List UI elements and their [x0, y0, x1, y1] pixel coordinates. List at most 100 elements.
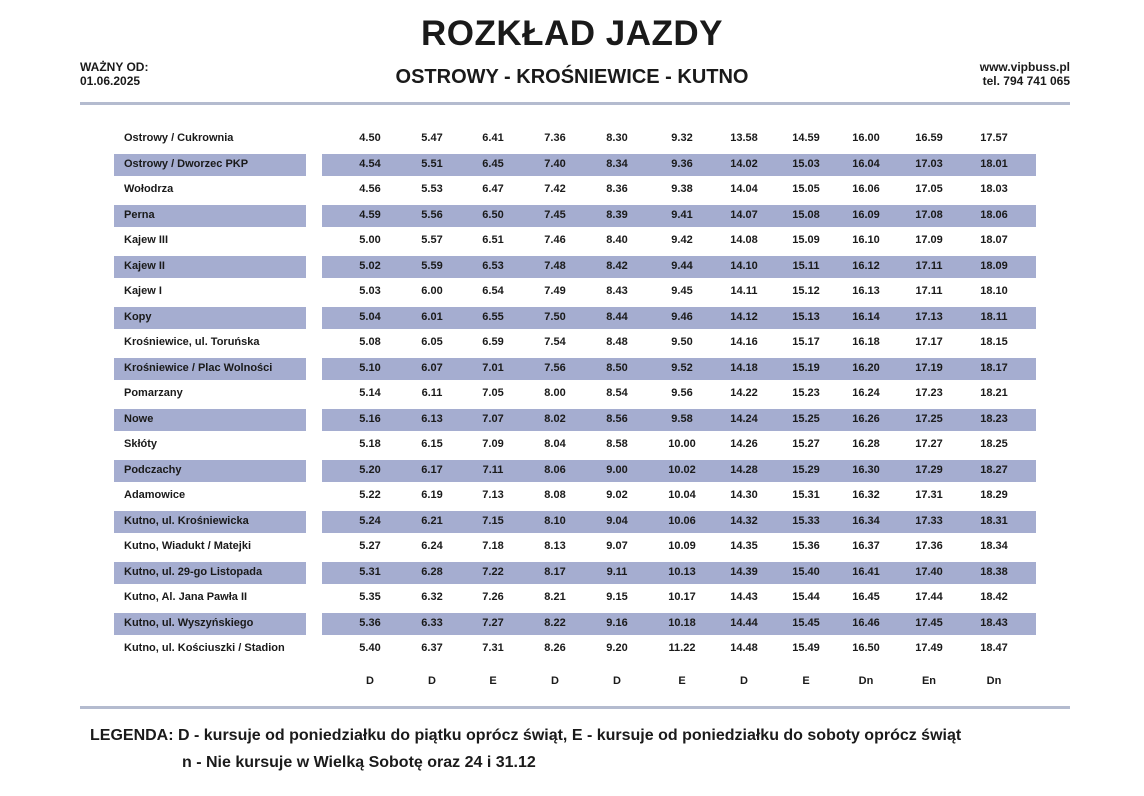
departure-time: 16.28: [852, 438, 880, 450]
table-row: Kajew II 5.02 5.59 6.53 7.48 8.42 9.44 14.10 15.…: [0, 255, 1144, 278]
departure-time: 14.02: [730, 157, 758, 170]
stop-name: Pomarzany: [124, 387, 183, 399]
departure-time: 7.36: [544, 132, 566, 144]
stop-name: Kajew II: [124, 259, 165, 272]
departure-time: 16.45: [852, 591, 880, 603]
departure-time: 18.10: [980, 285, 1008, 297]
departure-time: 7.05: [482, 387, 504, 399]
departure-time: 6.51: [482, 234, 504, 246]
departure-time: 9.56: [671, 387, 693, 399]
table-row: Kutno, Al. Jana Pawła II 5.35 6.32 7.26 8.21…: [0, 587, 1144, 609]
departure-time: 4.59: [359, 208, 381, 221]
departure-time: 5.02: [359, 259, 381, 272]
departure-time: 18.21: [980, 387, 1008, 399]
stop-name: Perna: [124, 208, 155, 221]
departure-time: 16.13: [852, 285, 880, 297]
departure-time: 9.46: [671, 310, 693, 323]
valid-from-date: 01.06.2025: [80, 74, 141, 88]
departure-time: 5.51: [421, 157, 443, 170]
departure-time: 16.06: [852, 183, 880, 195]
departure-time: 7.45: [544, 208, 566, 221]
departure-time: 8.56: [606, 412, 628, 425]
departure-time: 10.13: [668, 565, 696, 578]
departure-time: 15.03: [792, 157, 820, 170]
departure-time: 15.25: [792, 412, 820, 425]
table-row: Krośniewice, ul. Toruńska 5.08 6.05 6.59 7.5…: [0, 332, 1144, 354]
departure-time: 9.16: [606, 616, 628, 629]
departure-time: 11.22: [668, 642, 696, 654]
departure-time: 5.18: [359, 438, 381, 450]
table-row: Perna 4.59 5.56 6.50 7.45 8.39 9.41 14.07 15.08 1…: [0, 204, 1144, 227]
departure-time: 13.58: [730, 132, 758, 144]
departure-time: 7.18: [482, 540, 504, 552]
departure-time: 15.08: [792, 208, 820, 221]
departure-time: 16.14: [852, 310, 880, 323]
departure-time: 18.09: [980, 259, 1008, 272]
departure-time: 5.04: [359, 310, 381, 323]
table-row: Podczachy 5.20 6.17 7.11 8.06 9.00 10.02 14.28 1…: [0, 459, 1144, 482]
departure-time: 16.59: [915, 132, 943, 144]
departure-time: 17.13: [915, 310, 943, 323]
stop-name: Kajew III: [124, 234, 169, 246]
table-row: Krośniewice / Plac Wolności 5.10 6.07 7.01 7…: [0, 357, 1144, 380]
departure-time: 6.13: [421, 412, 443, 425]
departure-time: 14.43: [730, 591, 758, 603]
departure-time: 15.27: [792, 438, 820, 450]
departure-time: 14.16: [730, 336, 758, 348]
departure-time: 16.18: [852, 336, 880, 348]
departure-time: 16.46: [852, 616, 880, 629]
departure-time: 15.36: [792, 540, 820, 552]
stop-name: Kutno, ul. 29-go Listopada: [124, 565, 263, 578]
departure-time: 18.17: [980, 361, 1008, 374]
departure-time: 5.08: [359, 336, 381, 348]
departure-time: 4.50: [359, 132, 381, 144]
departure-time: 15.05: [792, 183, 820, 195]
service-code: Dn: [986, 675, 1002, 687]
departure-time: 8.26: [544, 642, 566, 654]
table-row: Kajew I 5.03 6.00 6.54 7.49 8.43 9.45 14.11 15.1…: [0, 281, 1144, 303]
departure-time: 14.59: [792, 132, 820, 144]
stop-name: Kopy: [124, 310, 152, 323]
departure-time: 17.27: [915, 438, 943, 450]
departure-time: 18.27: [980, 463, 1008, 476]
website-link[interactable]: www.vipbuss.pl: [979, 60, 1070, 74]
departure-time: 15.09: [792, 234, 820, 246]
departure-time: 14.30: [730, 489, 758, 501]
departure-time: 17.31: [915, 489, 943, 501]
table-row: Kutno, Wiadukt / Matejki 5.27 6.24 7.18 8.13…: [0, 536, 1144, 558]
departure-time: 10.06: [668, 514, 696, 527]
table-row: Kutno, ul. Krośniewicka 5.24 6.21 7.15 8.10 9…: [0, 510, 1144, 533]
departure-time: 16.24: [852, 387, 880, 399]
row-background: [114, 153, 306, 176]
departure-time: 8.21: [544, 591, 566, 603]
departure-time: 14.11: [730, 285, 758, 297]
departure-time: 16.41: [852, 565, 880, 578]
departure-time: 18.06: [980, 208, 1008, 221]
departure-time: 9.52: [671, 361, 693, 374]
row-background: [114, 408, 306, 431]
departure-time: 16.26: [852, 412, 880, 425]
departure-time: 17.40: [915, 565, 943, 578]
stop-name: Skłóty: [124, 438, 158, 450]
departure-time: 17.29: [915, 463, 943, 476]
departure-time: 18.03: [980, 183, 1008, 195]
departure-time: 5.16: [359, 412, 381, 425]
legend-line-1: LEGENDA: D - kursuje od poniedziałku do …: [90, 727, 962, 744]
row-background: [322, 306, 1036, 329]
departure-time: 5.20: [359, 463, 381, 476]
departure-time: 7.40: [544, 157, 566, 170]
departure-time: 16.30: [852, 463, 880, 476]
departure-time: 18.34: [980, 540, 1008, 552]
departure-time: 8.39: [606, 208, 628, 221]
departure-time: 7.01: [482, 361, 504, 374]
departure-time: 5.14: [359, 387, 381, 399]
departure-time: 16.20: [852, 361, 880, 374]
departure-time: 7.54: [544, 336, 566, 348]
departure-time: 8.08: [544, 489, 566, 501]
departure-time: 14.32: [730, 514, 758, 527]
valid-from-label: WAŻNY OD:: [80, 60, 149, 74]
table-row: Pomarzany 5.14 6.11 7.05 8.00 8.54 9.56 14.22 15…: [0, 383, 1144, 405]
departure-time: 6.07: [421, 361, 443, 374]
departure-time: 8.30: [606, 132, 628, 144]
departure-time: 16.04: [852, 157, 880, 170]
